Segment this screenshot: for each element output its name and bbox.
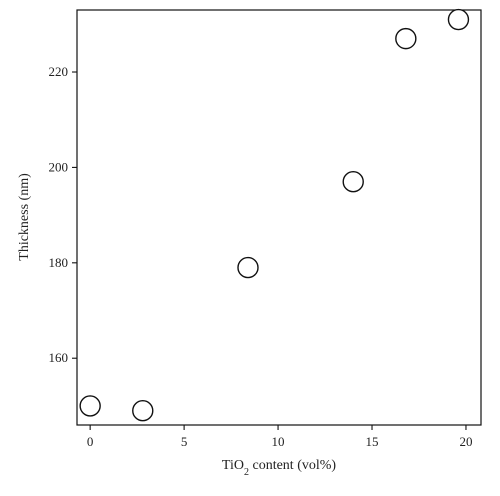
x-axis-label-subscript: 2 [244,467,249,478]
scatter-point [132,399,154,422]
scatter-point [395,27,417,50]
plot-frame [76,9,482,426]
scatter-point [79,395,101,417]
scatter-point [447,8,470,31]
x-axis-ticks: 0 5 10 15 20 [87,425,472,449]
data-points [79,8,470,422]
x-axis-label-suffix: content (vol%) [249,458,336,473]
x-tick-label: 15 [366,434,379,449]
scatter-point [237,256,259,279]
y-tick-label: 160 [49,350,69,365]
x-tick-label: 5 [181,434,188,449]
scatter-point [342,171,364,193]
x-axis-label: TiO2 content (vol%) [222,458,336,478]
x-tick-label: 0 [87,434,94,449]
x-axis-label-prefix: TiO [222,458,244,473]
y-tick-label: 200 [49,159,69,174]
y-tick-label: 180 [49,255,69,270]
x-tick-label: 20 [459,434,472,449]
y-axis-label: Thickness (nm) [17,173,32,261]
y-tick-label: 220 [49,64,69,79]
x-tick-label: 10 [272,434,285,449]
y-axis-ticks: 160 180 200 220 [49,64,77,365]
